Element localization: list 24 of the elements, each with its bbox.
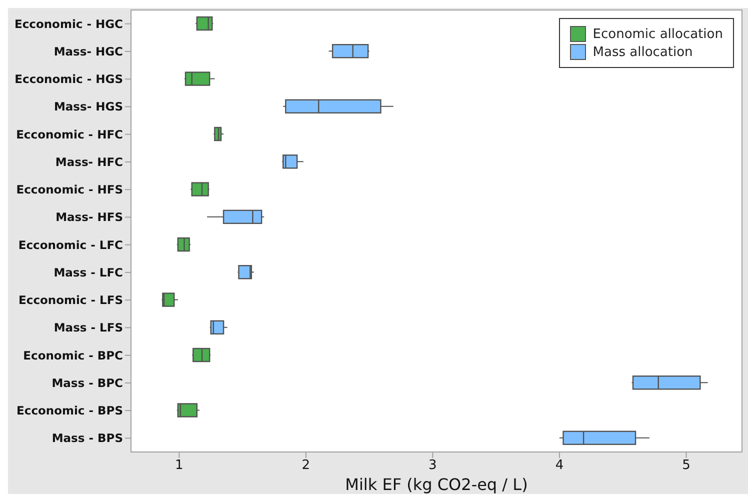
x-axis-title: Milk EF (kg CO2-eq / L) <box>345 475 528 494</box>
y-tick-label: Ecconomic - HFC <box>16 127 123 142</box>
y-tick-label: Mass - LFS <box>54 320 123 335</box>
y-tick-label: Ecconomic - HFS <box>16 182 123 197</box>
x-tick-label: 1 <box>175 458 184 474</box>
y-tick-label: Mass- HFS <box>56 210 123 224</box>
legend-label: Economic allocation <box>592 26 723 42</box>
y-tick-label: Mass- HFC <box>55 154 123 169</box>
y-tick-label: Ecconomic - HGS <box>14 72 123 86</box>
y-tick-label: Mass - LFC <box>54 265 123 280</box>
y-tick-label: Ecconomic - LFS <box>18 293 123 308</box>
x-tick-label: 5 <box>682 458 690 474</box>
x-tick-label: 3 <box>428 458 437 474</box>
legend-label: Mass allocation <box>592 44 693 60</box>
y-tick-label: Ecconomic - HGC <box>14 16 123 31</box>
y-tick-label: Ecconomic - BPS <box>16 404 123 418</box>
x-tick-label: 2 <box>302 458 310 474</box>
y-tick-label: Mass - BPS <box>52 431 123 446</box>
y-tick-label: Mass - BPC <box>52 376 123 390</box>
y-tick-label: Mass- HGC <box>54 44 123 58</box>
y-tick-label: Ecconomic - LFC <box>18 238 123 252</box>
y-tick-label: Economic - BPC <box>23 348 123 362</box>
y-tick-label: Mass- HGS <box>54 100 123 114</box>
x-tick-label: 4 <box>555 458 564 474</box>
